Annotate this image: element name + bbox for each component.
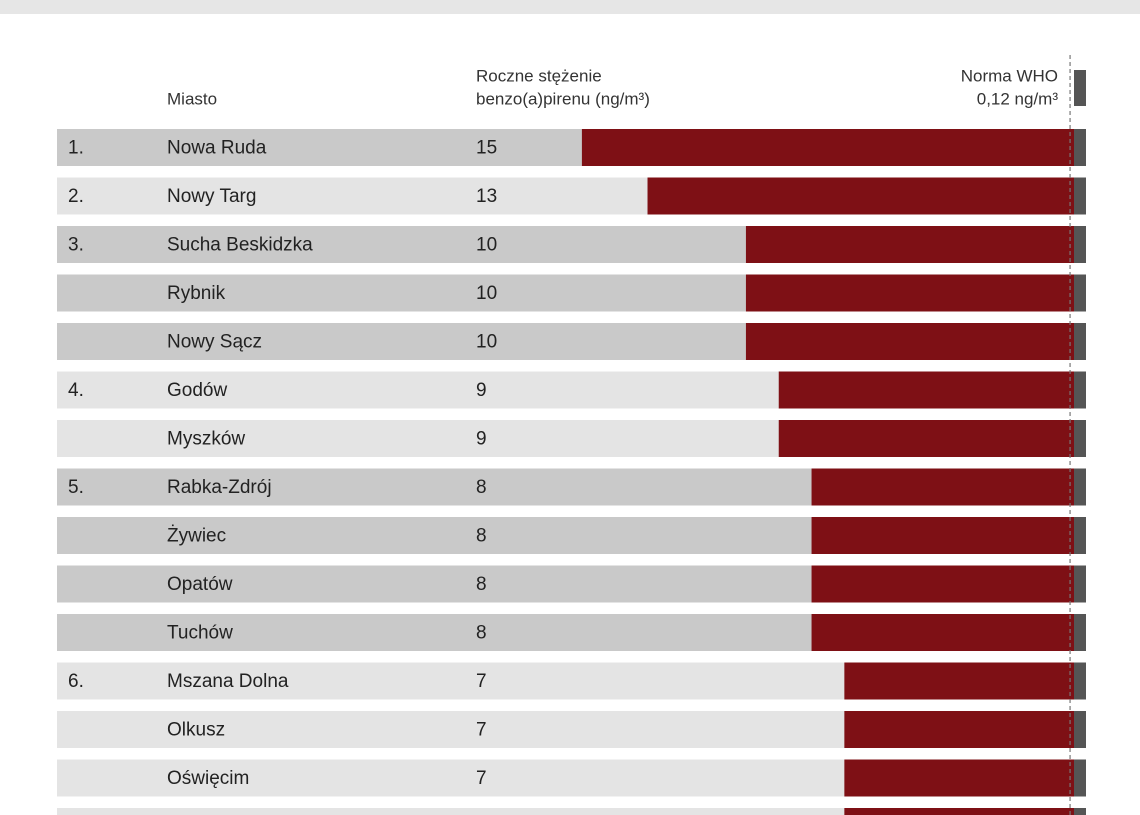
reference-label: 0,12 ng/m³: [977, 89, 1059, 108]
category-header: Miasto: [167, 89, 217, 108]
bar: [811, 565, 1074, 603]
bar: [844, 711, 1074, 748]
bar: [844, 808, 1074, 815]
bar: [811, 614, 1074, 651]
value-label: 10: [476, 283, 497, 304]
bar: [647, 177, 1074, 215]
bar-end: [1074, 711, 1086, 748]
value-label: 8: [476, 526, 487, 547]
city: Mszana Dolna: [167, 671, 289, 692]
bar-end: [1074, 662, 1086, 700]
city: Nowy Sącz: [167, 332, 262, 353]
city: Rabka-Zdrój: [167, 477, 272, 498]
bar-end: [1074, 226, 1086, 263]
bar-end: [1074, 420, 1086, 457]
city: Godów: [167, 380, 227, 401]
row-background: [57, 808, 1086, 815]
city: Żywiec: [167, 526, 226, 547]
rank: 4.: [68, 380, 84, 401]
value-label: 7: [476, 720, 487, 741]
bar-end: [1074, 565, 1086, 603]
bar-end: [1074, 323, 1086, 360]
city: Oświęcim: [167, 768, 249, 789]
value-label: 15: [476, 138, 497, 159]
value-label: 7: [476, 671, 487, 692]
rank: 5.: [68, 477, 84, 498]
rank: 2.: [68, 186, 84, 207]
bar-end: [1074, 759, 1086, 797]
value-label: 8: [476, 574, 487, 595]
value-label: 10: [476, 235, 497, 256]
bar: [581, 129, 1074, 166]
bar: [844, 662, 1074, 700]
rank: 1.: [68, 138, 84, 159]
city: Nowa Ruda: [167, 138, 267, 159]
bar: [778, 371, 1074, 409]
bar-end: [1074, 177, 1086, 215]
bar-end: [1074, 517, 1086, 554]
city: Rybnik: [167, 283, 226, 304]
reference-name: Norma WHO: [961, 66, 1058, 85]
value-label: 10: [476, 332, 497, 353]
bar: [745, 323, 1074, 360]
city: Nowy Targ: [167, 186, 256, 207]
rank: 3.: [68, 235, 84, 256]
top-band: [0, 0, 1140, 14]
bar-end: [1074, 468, 1086, 506]
value-header: benzo(a)pirenu (ng/m³): [476, 89, 650, 108]
value-label: 9: [476, 429, 487, 450]
reference-key: [1074, 70, 1086, 106]
bar-end: [1074, 274, 1086, 312]
city: Sucha Beskidzka: [167, 235, 313, 256]
bar: [778, 420, 1074, 457]
value-label: 8: [476, 477, 487, 498]
city: Olkusz: [167, 720, 225, 741]
value-header: Roczne stężenie: [476, 66, 602, 85]
value-label: 7: [476, 768, 487, 789]
bar: [811, 468, 1074, 506]
bar-end: [1074, 614, 1086, 651]
city: Opatów: [167, 574, 233, 595]
city: Myszków: [167, 429, 245, 450]
value-label: 8: [476, 623, 487, 644]
bar: [745, 274, 1074, 312]
bar: [745, 226, 1074, 263]
bar: [844, 759, 1074, 797]
bar: [811, 517, 1074, 554]
value-label: 9: [476, 380, 487, 401]
bar-end: [1074, 371, 1086, 409]
bar-end: [1074, 808, 1086, 815]
bar-end: [1074, 129, 1086, 166]
rank: 6.: [68, 671, 84, 692]
value-label: 13: [476, 186, 497, 207]
city: Tuchów: [167, 623, 233, 644]
